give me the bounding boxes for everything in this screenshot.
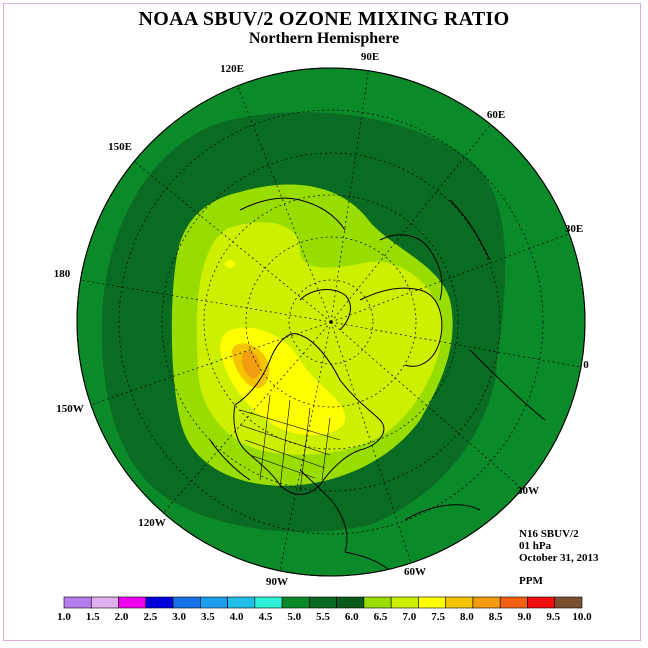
colorbar-tick-label: 9.0	[518, 611, 532, 623]
colorbar-tick-label: 4.5	[259, 611, 273, 623]
longitude-label: 30W	[517, 485, 539, 497]
longitude-label: 60W	[404, 566, 426, 578]
meridian-line	[90, 321, 332, 406]
colorbar-tick-label: 1.0	[57, 611, 71, 623]
colorbar-tick-label: 5.5	[316, 611, 330, 623]
colorbar-swatch	[499, 596, 528, 609]
figure-frame	[3, 3, 641, 641]
meridian-line	[330, 321, 582, 368]
colorbar: 1.0 1.5 2.0 2.5 3.0 3.5 4.0 4.5 5.0 5.5 6.0 6.5 7.0 7…	[57, 596, 592, 623]
meridian-line	[133, 161, 332, 323]
meridian-line	[330, 233, 570, 323]
longitude-label: 90W	[266, 576, 288, 588]
colorbar-tick-label: 4.0	[230, 611, 244, 623]
meridian-line	[330, 70, 369, 323]
colorbar-tick-label: 2.5	[143, 611, 157, 623]
ozone-spot-yellow	[225, 260, 235, 268]
colorbar-swatch	[281, 596, 310, 609]
longitude-label: 120E	[220, 63, 244, 75]
longitude-label: 0	[583, 359, 589, 371]
map-title: NOAA SBUV/2 OZONE MIXING RATIO	[138, 8, 510, 30]
colorbar-swatch	[118, 596, 147, 609]
colorbar-swatch	[63, 596, 92, 609]
colorbar-tick-label: 9.5	[546, 611, 560, 623]
colorbar-tick-label: 8.0	[460, 611, 474, 623]
pressure-level-label: 01 hPa	[519, 540, 552, 552]
meridian-line	[237, 85, 332, 323]
colorbar-swatch	[145, 596, 174, 609]
colorbar-tick-label: 6.5	[374, 611, 388, 623]
colorbar-tick-label: 5.0	[287, 611, 301, 623]
colorbar-tick-label: 6.0	[345, 611, 359, 623]
us-state-grid	[239, 394, 341, 493]
meridian-line	[163, 321, 332, 514]
map-subtitle: Northern Hemisphere	[248, 30, 400, 47]
colorbar-tick-label: 3.0	[172, 611, 186, 623]
colorbar-swatch	[527, 596, 556, 609]
colorbar-tick-label: 3.5	[201, 611, 215, 623]
colorbar-swatch	[363, 596, 392, 609]
colorbar-tick-label: 1.5	[86, 611, 100, 623]
meridian-line	[80, 279, 332, 323]
colorbar-tick-label: 2.0	[115, 611, 129, 623]
colorbar-tick-label: 7.0	[402, 611, 416, 623]
colorbar-swatch	[90, 596, 119, 609]
colorbar-swatch	[309, 596, 337, 609]
instrument-label: N16 SBUV/2	[519, 528, 579, 540]
ozone-region-orange	[242, 351, 261, 379]
longitude-label: 150E	[108, 141, 132, 153]
meridian-line	[330, 321, 412, 564]
colorbar-swatch	[445, 596, 474, 609]
coastlines	[209, 197, 546, 576]
longitude-label: 60E	[487, 109, 505, 121]
colorbar-swatch	[418, 596, 446, 609]
colorbar-swatch	[254, 596, 283, 609]
colorbar-swatch	[200, 596, 228, 609]
colorbar-tick-label: 7.5	[431, 611, 445, 623]
colorbar-tick-label: 8.5	[489, 611, 503, 623]
longitude-label: 120W	[138, 517, 166, 529]
longitude-label: 180	[54, 268, 71, 280]
units-label: PPM	[519, 575, 543, 587]
longitude-label: 30E	[565, 223, 583, 235]
colorbar-swatch	[472, 596, 501, 609]
colorbar-swatch	[336, 596, 365, 609]
colorbar-swatch	[554, 596, 583, 609]
longitude-label: 150W	[56, 403, 84, 415]
colorbar-swatch	[227, 596, 256, 609]
meridian-line	[330, 321, 523, 490]
date-label: October 31, 2013	[519, 552, 599, 564]
longitude-label: 90E	[361, 51, 379, 63]
colorbar-swatch	[390, 596, 419, 609]
meridian-line	[330, 124, 492, 323]
colorbar-swatch	[172, 596, 201, 609]
colorbar-tick-label: 10.0	[572, 611, 592, 623]
